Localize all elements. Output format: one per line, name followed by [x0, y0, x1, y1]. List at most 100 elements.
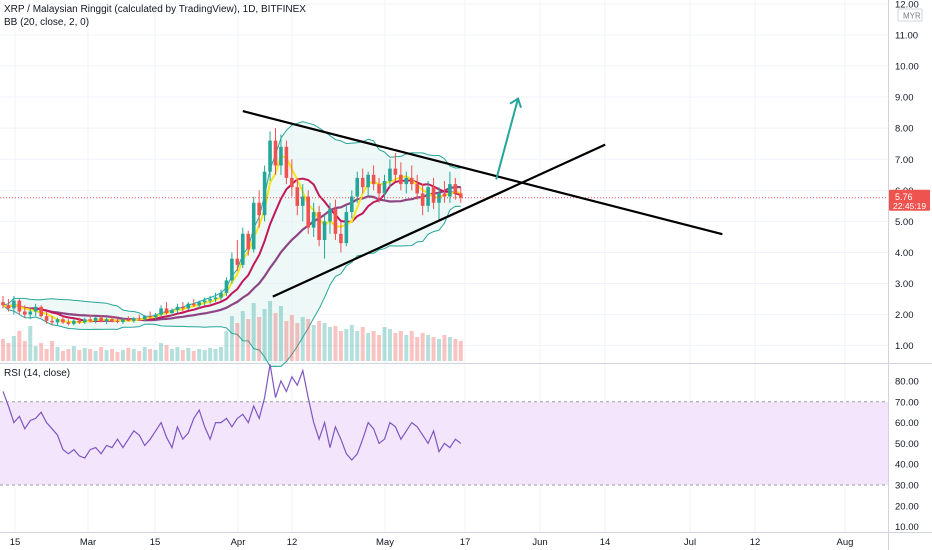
volume-bar [322, 323, 327, 361]
volume-bar [300, 317, 305, 361]
volume-bar [197, 349, 202, 361]
candle-body [268, 140, 272, 172]
volume-bar [306, 319, 311, 361]
candle-body [12, 300, 16, 309]
candle-body [61, 319, 65, 323]
candle-body [399, 174, 403, 185]
volume-bar [240, 311, 245, 361]
candle-body [23, 311, 27, 315]
volume-bar [77, 350, 82, 361]
candle-body [164, 308, 169, 314]
rsi-indicator-label[interactable]: RSI (14, close) [4, 368, 71, 379]
candle-body [350, 196, 354, 213]
last-price-value: 5.76 [895, 192, 913, 202]
candle-body [300, 196, 305, 206]
candle-body [28, 311, 33, 315]
time-tick-label: Jul [684, 537, 696, 548]
candle-body [279, 146, 283, 166]
candle-body [355, 177, 360, 197]
volume-bar [50, 341, 55, 361]
bar-countdown: 22:45:19 [893, 201, 926, 211]
volume-bar [404, 335, 409, 361]
candle-body [126, 319, 131, 321]
candle-body [121, 319, 125, 323]
volume-bar [44, 349, 49, 361]
candle-body [55, 319, 60, 323]
candle-body [388, 168, 392, 181]
candle-body [72, 320, 76, 324]
rsi-tick-label: 80.00 [895, 377, 919, 388]
price-tick-label: 8.00 [895, 124, 914, 135]
candle-body [186, 303, 191, 309]
volume-bar [295, 323, 300, 361]
candle-body [448, 184, 452, 197]
volume-bar [328, 327, 332, 361]
rsi-tick-label: 40.00 [895, 460, 919, 471]
volume-bar [338, 331, 343, 361]
candle-body [339, 233, 343, 244]
candle-body [322, 221, 327, 241]
bb-indicator-label[interactable]: BB (20, close, 2, 0) [4, 17, 90, 28]
volume-bar [387, 329, 392, 361]
rsi-tick-label: 70.00 [895, 397, 919, 408]
candle-body [393, 168, 398, 175]
candle-body [262, 171, 267, 216]
currency-label: MYR [903, 12, 921, 21]
volume-bar [71, 346, 76, 361]
volume-bar [153, 350, 158, 361]
volume-bar [208, 348, 213, 361]
candle-body [459, 193, 463, 198]
bb-lower-band [2, 205, 461, 367]
symbol-title[interactable]: XRP / Malaysian Ringgit (calculated by T… [4, 4, 306, 15]
candle-body [175, 306, 180, 310]
volume-bar [377, 335, 382, 361]
volume-bar [17, 331, 22, 361]
volume-bar [415, 337, 420, 361]
candle-body [170, 309, 174, 314]
candle-body [197, 302, 201, 306]
rsi-tick-label: 20.00 [895, 501, 919, 512]
volume-bar [360, 327, 365, 361]
volume-bar [104, 350, 109, 361]
volume-bar [447, 337, 452, 361]
candle-body [241, 233, 245, 265]
time-tick-label: Mar [80, 537, 96, 548]
volume-bar [126, 348, 131, 361]
candle-body [159, 308, 163, 315]
volume-bar [366, 333, 371, 361]
volume-bar [453, 339, 458, 361]
volume-bar [99, 347, 104, 361]
price-tick-label: 9.00 [895, 93, 914, 104]
volume-bar [142, 347, 147, 361]
candle-body [371, 174, 376, 185]
volume-bar [268, 301, 273, 361]
volume-bar [398, 331, 403, 361]
candle-body [344, 212, 349, 244]
candle-body [110, 319, 114, 321]
candle-body [6, 305, 11, 309]
candle-body [366, 174, 370, 188]
volume-bar [229, 316, 234, 361]
volume-bar [442, 335, 447, 361]
volume-bar [22, 341, 27, 361]
rsi-tick-label: 30.00 [895, 481, 919, 492]
volume-bar [137, 351, 142, 361]
volume-bar [55, 347, 60, 361]
time-tick-label: Jun [532, 537, 547, 548]
candle-body [328, 208, 332, 222]
time-tick-label: Aug [837, 537, 854, 548]
candle-body [273, 140, 278, 166]
volume-bar [382, 327, 387, 361]
candle-body [306, 196, 310, 228]
candle-body [219, 292, 223, 298]
candle-body [88, 319, 92, 321]
support-trendline [272, 143, 606, 298]
volume-bar [11, 336, 16, 361]
candle-body [420, 193, 425, 206]
candle-body [208, 299, 212, 301]
volume-bar [213, 349, 218, 361]
volume-bar [180, 350, 185, 361]
candle-body [142, 316, 147, 320]
volume-bar [426, 335, 431, 361]
